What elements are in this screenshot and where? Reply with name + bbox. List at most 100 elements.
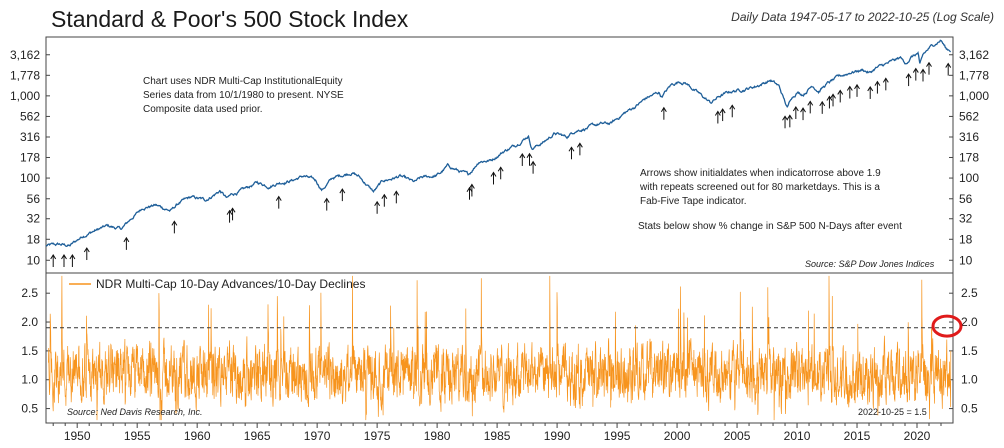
signal-arrow-head [714, 110, 721, 116]
signal-arrow-head [830, 93, 836, 99]
upper-ytick-label-right: 1,778 [959, 68, 989, 82]
signal-arrow-head [782, 115, 788, 121]
upper-ytick-label: 32 [27, 212, 41, 226]
x-axis: 1950 1955 1960 1965 1970 1975 1980 1985 1990 1995… [52, 423, 942, 443]
upper-ytick-label: 3,162 [10, 48, 40, 62]
note-right-line-3: Fab-Five Tape indicator. [640, 196, 747, 207]
signal-arrow-head [83, 247, 90, 253]
upper-ytick-label-right: 18 [959, 232, 973, 246]
signal-arrow-head [882, 77, 889, 83]
chart-subtitle: Daily Data 1947-05-17 to 2022-10-25 (Log… [731, 10, 994, 24]
lower-ytick-label: 2.5 [21, 286, 38, 300]
signal-arrow-head [393, 190, 400, 196]
xtick-label: 2005 [724, 429, 751, 443]
xtick-label: 1955 [124, 429, 151, 443]
signal-arrow-head [729, 104, 736, 110]
xtick-label: 1965 [244, 429, 271, 443]
signal-arrow-head [226, 209, 233, 215]
lower-ytick-label-right: 0.5 [961, 402, 978, 416]
signal-arrow-head [374, 200, 381, 207]
signal-arrows [50, 61, 952, 267]
upper-ytick-label-right: 3,162 [959, 48, 989, 62]
signal-arrow-head [275, 195, 282, 201]
sp500-series-line [45, 39, 952, 247]
signal-arrow-head [660, 106, 667, 112]
latest-signal-highlight-circle [931, 314, 963, 338]
signal-arrow-head [171, 220, 178, 226]
upper-source: Source: S&P Dow Jones Indices [805, 259, 935, 269]
signal-arrow-head [61, 254, 67, 260]
signal-arrow-head [497, 166, 504, 172]
xtick-label: 2010 [784, 429, 811, 443]
xtick-label: 2020 [904, 429, 931, 443]
upper-ytick-label-right: 316 [959, 130, 979, 144]
note-left-line-1: Chart uses NDR Multi-Cap InstitutionalEq… [143, 76, 343, 87]
signal-arrow-head [792, 106, 799, 112]
lower-source: Source: Ned Davis Research, Inc. [67, 407, 203, 417]
signal-arrow-head [945, 62, 952, 68]
signal-arrow-head [229, 207, 236, 213]
chart-title: Standard & Poor's 500 Stock Index [51, 6, 409, 32]
signal-arrow-head [519, 153, 526, 159]
upper-ytick-label: 1,000 [10, 89, 40, 103]
signal-arrow-head [323, 197, 330, 203]
signal-arrow-head [339, 188, 346, 194]
upper-ytick-label: 178 [20, 150, 40, 164]
stats-note: Stats below show % change in S&P 500 N-D… [638, 221, 902, 232]
upper-ytick-label: 1,778 [10, 68, 40, 82]
xtick-label: 2000 [664, 429, 691, 443]
signal-arrow-head [846, 85, 853, 91]
signal-arrow-head [490, 171, 497, 177]
xtick-label: 2015 [844, 429, 871, 443]
xtick-label: 1990 [544, 429, 571, 443]
signal-arrow-head [807, 100, 814, 106]
note-left-line-2: Series data from 10/1/1980 to present. N… [143, 90, 344, 101]
xtick-label: 1960 [184, 429, 211, 443]
lower-ytick-label: 2.0 [21, 315, 38, 329]
signal-arrow-head [576, 142, 583, 148]
latest-value-label: 2022-10-25 = 1.5 [858, 407, 927, 417]
signal-arrow-head [123, 236, 130, 243]
upper-ytick-label: 562 [20, 109, 40, 123]
signal-arrow-head [526, 152, 533, 158]
upper-ytick-label-right: 100 [959, 171, 979, 185]
upper-ytick-label: 18 [27, 232, 41, 246]
signal-arrow-head [912, 67, 919, 73]
signal-arrow-head [468, 183, 475, 189]
lower-ytick-label: 1.5 [21, 344, 38, 358]
upper-ytick-label-right: 562 [959, 109, 979, 123]
signal-arrow-head [867, 86, 874, 92]
signal-arrow-head [786, 114, 793, 120]
xtick-label: 1975 [364, 429, 391, 443]
signal-arrow-head [530, 160, 537, 166]
upper-ytick-label: 10 [27, 253, 41, 267]
signal-arrow-head [381, 193, 388, 199]
note-right-line-1: Arrows show initialdates when indicatorr… [640, 168, 881, 179]
note-left-line-3: Composite data used prior. [143, 104, 263, 115]
upper-ytick-label: 56 [27, 192, 41, 206]
upper-ytick-label-right: 56 [959, 192, 973, 206]
signal-arrow-head [826, 95, 833, 101]
xtick-label: 1980 [424, 429, 451, 443]
indicator-series-line [48, 275, 952, 421]
upper-ytick-label-right: 178 [959, 150, 979, 164]
signal-arrow-head [837, 89, 844, 95]
signal-arrow-head [926, 61, 932, 67]
lower-ytick-label: 0.5 [21, 402, 38, 416]
signal-arrow-head [800, 107, 806, 113]
note-right-line-2: with repeats screened out for 80 marketd… [639, 182, 880, 193]
signal-arrow-head [920, 68, 926, 74]
lower-ytick-label-right: 2.5 [961, 286, 978, 300]
lower-ytick-label: 1.0 [21, 373, 38, 387]
signal-arrow-head [854, 83, 860, 90]
signal-arrow-head [905, 73, 912, 79]
upper-y-axis: 10 10 18 18 32 32 56 56 100 100 178 178 316 316 562 562… [10, 48, 989, 268]
xtick-label: 1970 [304, 429, 331, 443]
lower-ytick-label-right: 1.0 [961, 373, 978, 387]
signal-arrow-head [719, 108, 726, 114]
signal-arrow-head [819, 100, 826, 107]
signal-arrow-head [50, 254, 57, 260]
xtick-label: 1995 [604, 429, 631, 443]
lower-ytick-label-right: 2.0 [961, 315, 978, 329]
